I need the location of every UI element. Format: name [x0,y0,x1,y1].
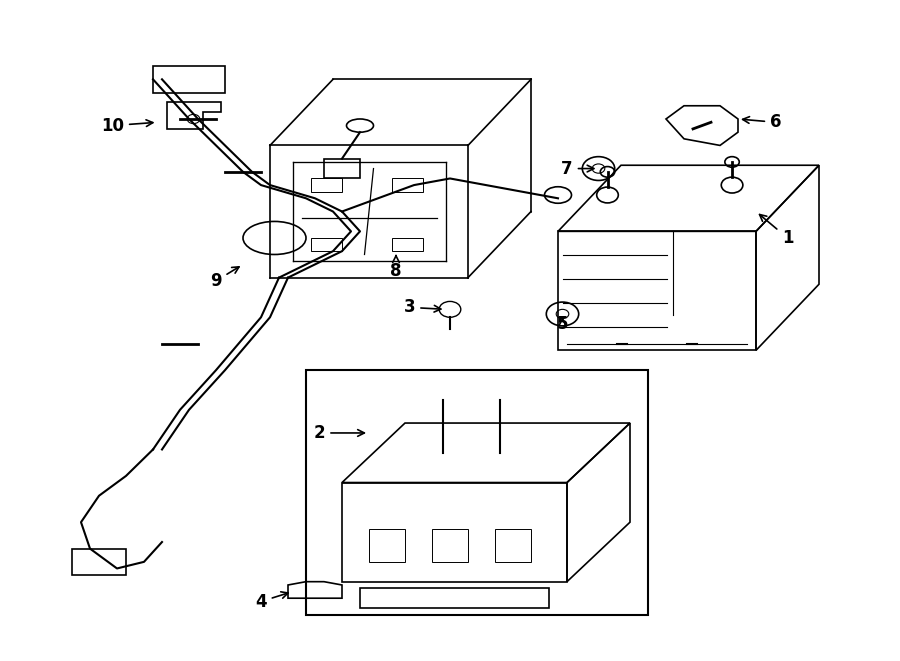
Bar [310,178,342,192]
Bar [153,66,225,93]
Text: 3: 3 [404,298,441,317]
Text: 5: 5 [557,315,568,333]
Bar [392,238,423,251]
Text: 2: 2 [314,424,364,442]
Bar [72,549,126,575]
Text: 4: 4 [256,592,288,611]
Text: 6: 6 [742,113,781,132]
Bar [432,529,468,562]
Text: 10: 10 [101,116,153,135]
Bar [324,159,360,178]
Bar [310,238,342,251]
Bar [392,178,423,192]
Text: 7: 7 [562,159,594,178]
Bar [306,370,648,615]
Text: 9: 9 [211,267,239,290]
Bar [495,529,531,562]
Text: 1: 1 [760,215,793,247]
Bar [369,529,405,562]
Text: 8: 8 [391,256,401,280]
